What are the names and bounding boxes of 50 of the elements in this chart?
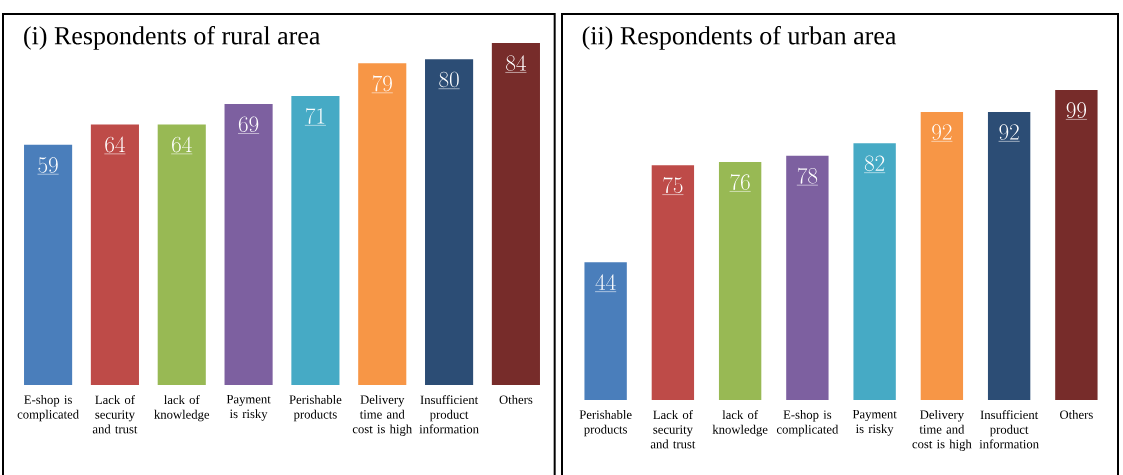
data-label: 84 xyxy=(506,55,526,71)
chart-title: (ii) Respondents of urban area xyxy=(582,25,897,50)
data-label: 99 xyxy=(1066,102,1087,118)
data-label: 80 xyxy=(439,71,459,88)
x-tick-label: E-shop is complicated xyxy=(776,410,839,437)
x-tick-label: Insufficient product information xyxy=(979,410,1039,449)
data-label: 44 xyxy=(595,274,616,290)
data-label: 71 xyxy=(305,107,325,124)
bar xyxy=(853,143,896,400)
bar xyxy=(224,104,273,385)
bar xyxy=(718,162,762,400)
bar xyxy=(651,165,695,400)
bar xyxy=(920,111,964,400)
bar xyxy=(291,95,340,385)
data-label: 69 xyxy=(238,116,259,133)
data-label: 64 xyxy=(105,136,125,153)
x-tick-label: Payment is risky xyxy=(852,410,897,436)
x-tick-label: Others xyxy=(1060,410,1093,419)
bar xyxy=(584,262,627,400)
x-tick-label: Payment is risky xyxy=(226,395,271,421)
data-label: 64 xyxy=(172,136,192,153)
data-label: 59 xyxy=(38,157,58,173)
bar xyxy=(1055,90,1098,400)
x-tick-label: Delivery time and cost is high xyxy=(912,410,972,451)
bar xyxy=(425,59,474,385)
data-label: 75 xyxy=(663,177,683,194)
x-tick-label: Perishable products xyxy=(579,410,632,437)
x-tick-label: Lack of security and trust xyxy=(92,395,138,434)
data-label: 82 xyxy=(864,155,885,172)
x-tick-label: Delivery time and cost is high xyxy=(352,395,412,436)
bar xyxy=(90,124,139,385)
data-label: 92 xyxy=(999,124,1019,140)
bar xyxy=(491,43,540,385)
bar xyxy=(157,124,206,385)
data-label: 78 xyxy=(797,167,818,184)
bar xyxy=(786,155,829,400)
chart-title: (i) Respondents of rural area xyxy=(24,25,321,50)
x-tick-label: Insufficient product information xyxy=(419,395,479,434)
data-label: 92 xyxy=(932,124,952,140)
x-tick-label: Perishable products xyxy=(289,395,342,422)
bar xyxy=(358,63,407,385)
x-tick-label: lack of knowledge xyxy=(712,410,768,437)
x-tick-label: lack of knowledge xyxy=(154,395,210,422)
bar xyxy=(24,144,73,385)
x-tick-label: Lack of security and trust xyxy=(650,410,696,449)
bar xyxy=(987,111,1031,400)
data-label: 76 xyxy=(730,173,750,190)
x-tick-label: E-shop is complicated xyxy=(17,395,79,422)
x-tick-label: Others xyxy=(499,395,533,404)
data-label: 79 xyxy=(372,75,392,92)
